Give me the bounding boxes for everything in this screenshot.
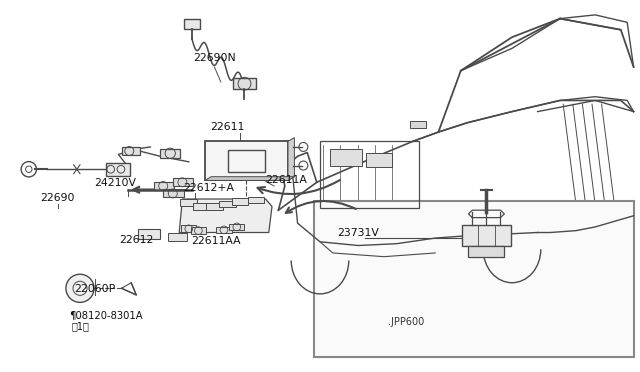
- Text: 22060P: 22060P: [74, 284, 115, 294]
- Polygon shape: [288, 138, 294, 180]
- Bar: [163, 189, 184, 197]
- Text: 22690N: 22690N: [193, 53, 236, 63]
- Bar: [173, 178, 193, 186]
- Bar: [366, 153, 392, 167]
- Bar: [205, 141, 288, 180]
- Bar: [191, 227, 206, 234]
- Bar: [410, 121, 426, 128]
- Bar: [154, 182, 174, 190]
- Bar: [229, 224, 244, 230]
- Text: 22612+A: 22612+A: [184, 183, 235, 193]
- Polygon shape: [179, 199, 272, 232]
- Text: 22612: 22612: [119, 235, 154, 245]
- Bar: [206, 203, 223, 210]
- Bar: [330, 149, 362, 166]
- Bar: [122, 147, 140, 155]
- Bar: [468, 246, 504, 257]
- Text: 24210V: 24210V: [94, 178, 136, 188]
- Bar: [232, 198, 248, 205]
- FancyArrowPatch shape: [257, 180, 340, 194]
- Bar: [184, 19, 200, 29]
- Text: 22690: 22690: [40, 193, 75, 203]
- Bar: [216, 227, 232, 233]
- Bar: [193, 203, 210, 210]
- Bar: [462, 225, 511, 246]
- Bar: [180, 199, 197, 206]
- Bar: [160, 149, 180, 158]
- Bar: [233, 78, 256, 89]
- Bar: [314, 201, 634, 357]
- Bar: [181, 225, 196, 232]
- Text: ¶08120-8301A: ¶08120-8301A: [69, 311, 143, 321]
- Text: .JPP600: .JPP600: [388, 317, 424, 327]
- Bar: [219, 201, 236, 207]
- Text: 22611: 22611: [211, 122, 245, 132]
- Bar: [106, 163, 130, 176]
- Circle shape: [66, 274, 94, 302]
- Bar: [138, 229, 160, 239]
- Text: 22611A: 22611A: [266, 175, 307, 185]
- Bar: [168, 232, 187, 241]
- Text: （1）: （1）: [71, 321, 89, 331]
- FancyArrowPatch shape: [286, 201, 356, 213]
- Bar: [228, 150, 265, 172]
- Text: 23731V: 23731V: [337, 228, 379, 237]
- Text: 22611AA: 22611AA: [191, 235, 241, 246]
- Bar: [248, 197, 264, 203]
- Bar: [320, 141, 419, 208]
- Polygon shape: [205, 177, 294, 180]
